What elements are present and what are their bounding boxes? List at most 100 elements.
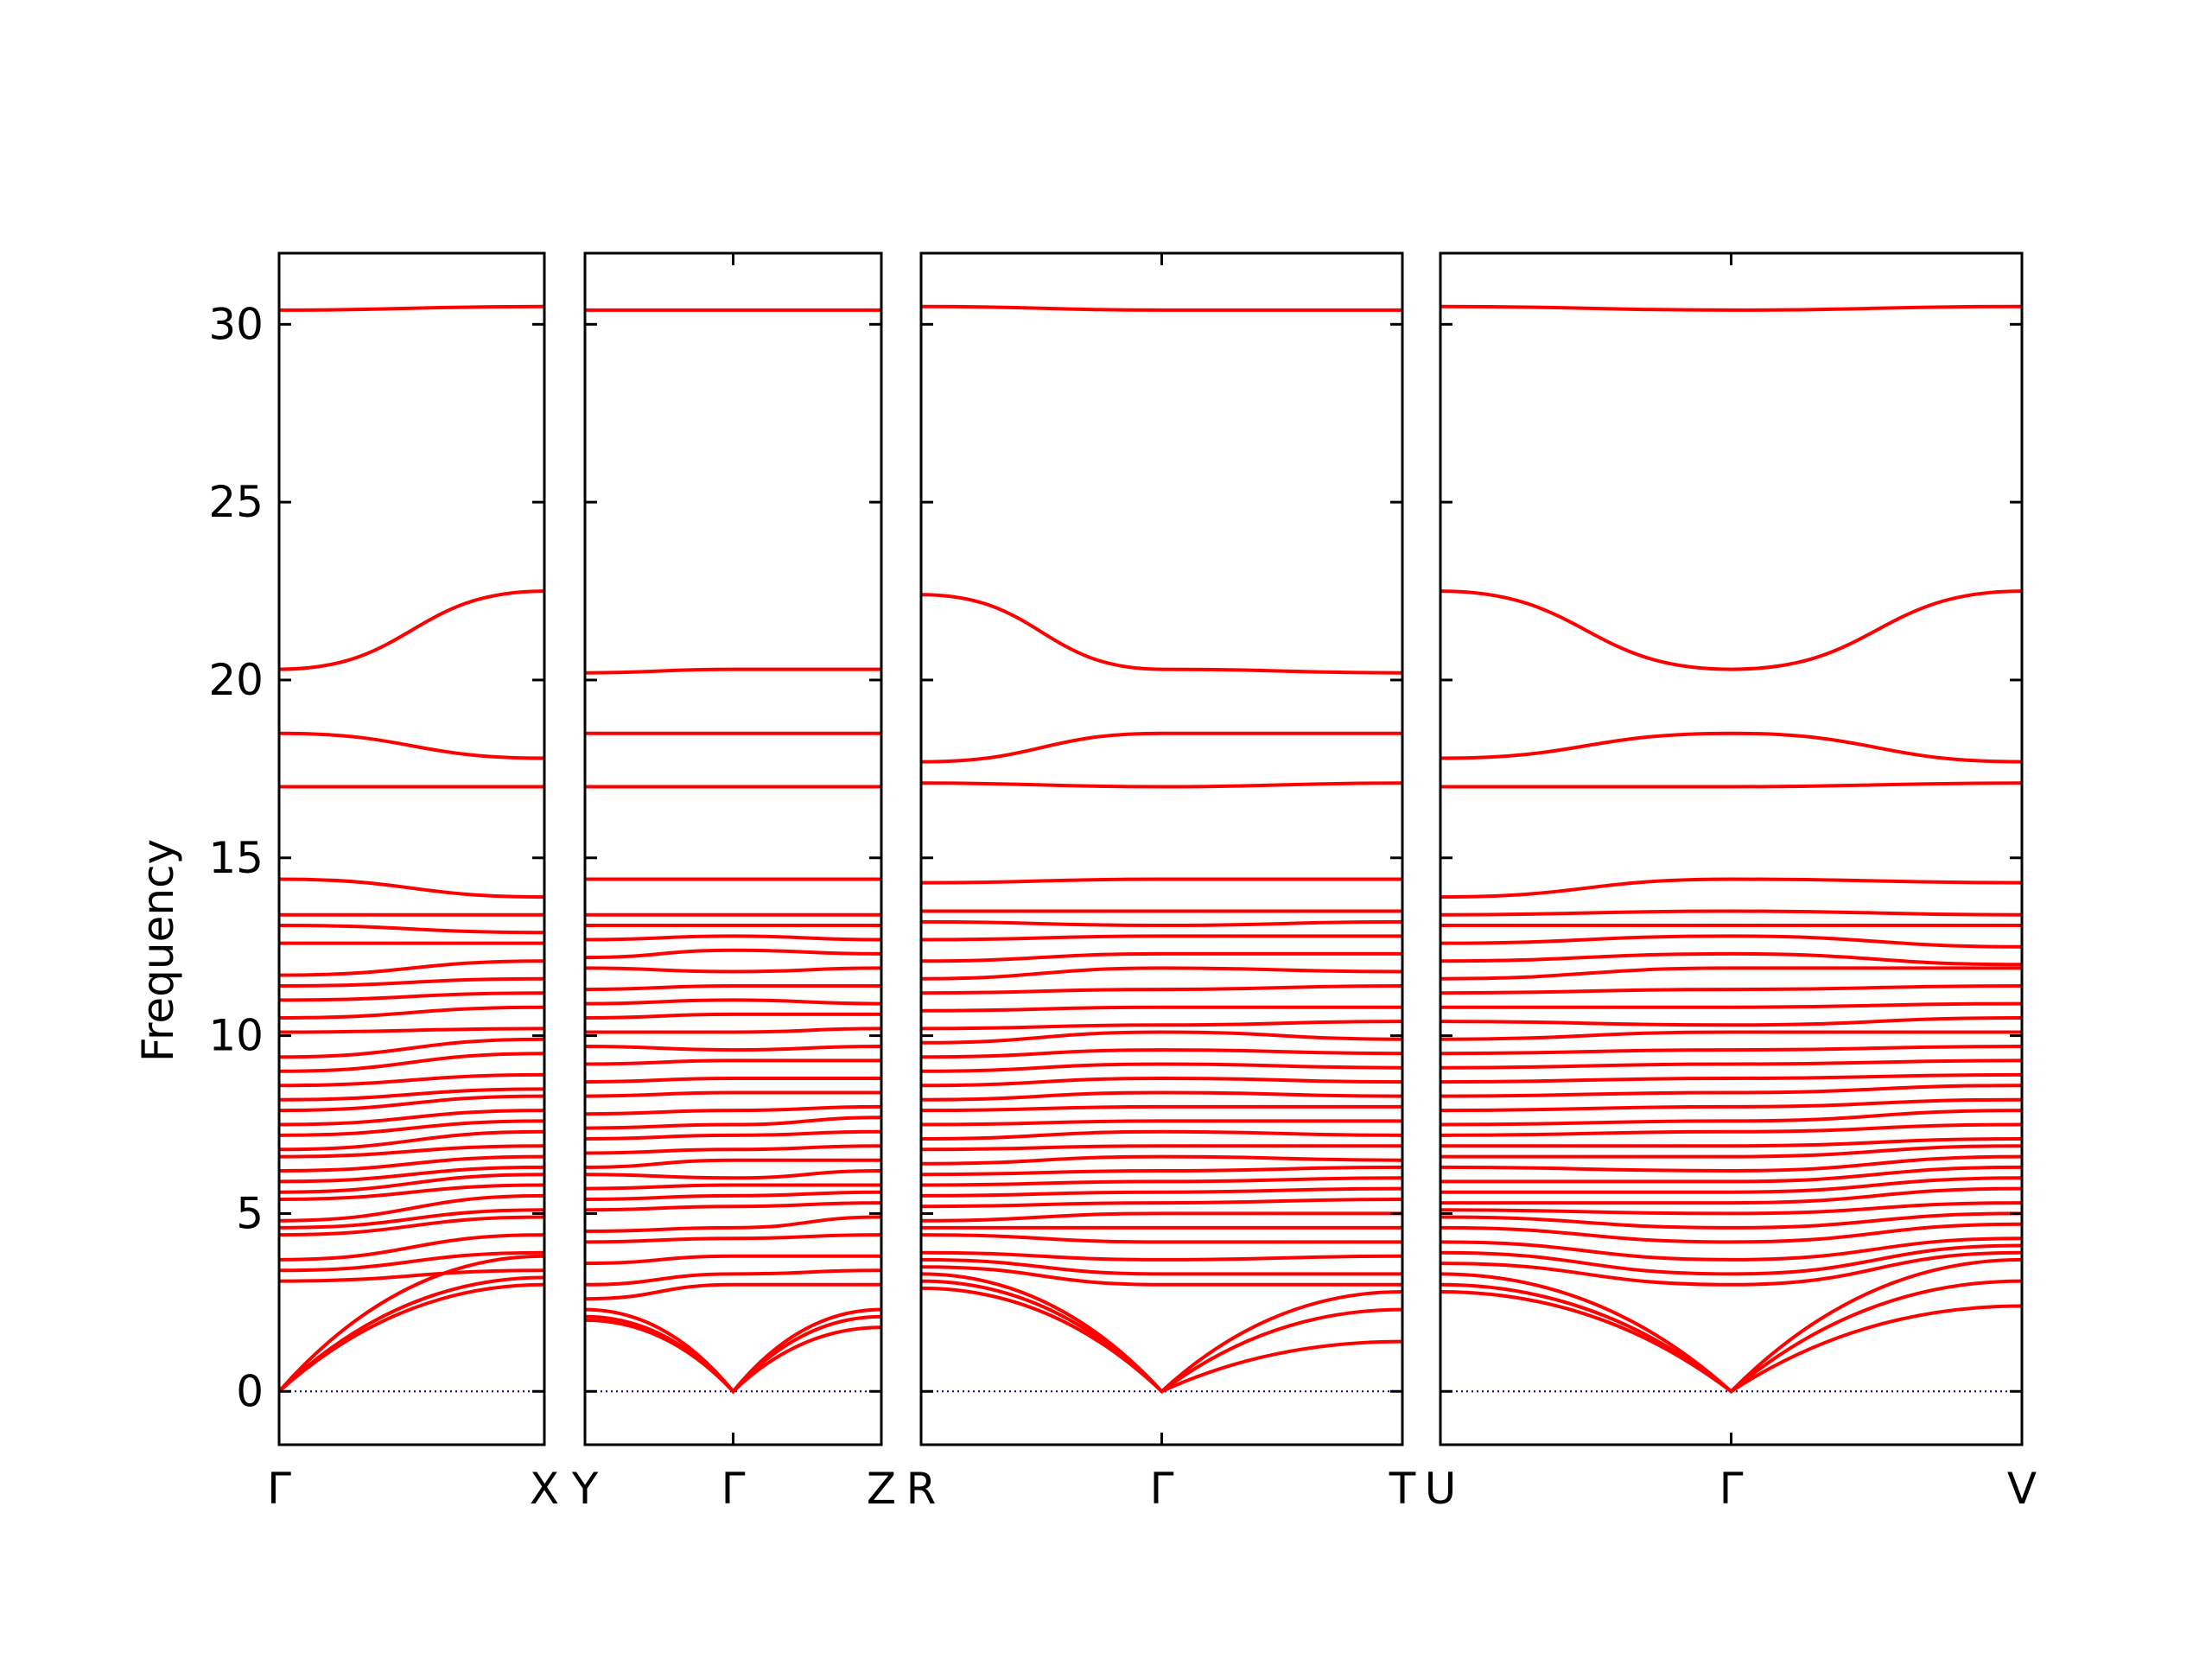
band-line bbox=[279, 1037, 544, 1059]
band-line bbox=[921, 781, 1402, 789]
band-line bbox=[585, 1233, 881, 1244]
band-line bbox=[1440, 1084, 2022, 1098]
band-line bbox=[1440, 1045, 2022, 1056]
band-line bbox=[1440, 1154, 2022, 1173]
band-line bbox=[921, 1144, 1402, 1152]
band-line bbox=[279, 877, 544, 899]
band-line bbox=[1440, 304, 2022, 312]
band-line bbox=[585, 983, 881, 992]
band-line bbox=[1440, 1250, 2022, 1287]
band-line bbox=[1440, 951, 2022, 967]
y-tick-label: 20 bbox=[208, 655, 264, 705]
band-line bbox=[921, 1129, 1402, 1141]
band-line bbox=[279, 959, 544, 977]
band-line bbox=[921, 1250, 1402, 1262]
band-line bbox=[921, 1186, 1402, 1198]
band-line bbox=[1440, 1058, 2022, 1070]
band-line bbox=[921, 984, 1402, 995]
band-line bbox=[279, 1129, 544, 1152]
band-line bbox=[1440, 1016, 2022, 1027]
y-tick-label: 30 bbox=[208, 299, 264, 349]
y-axis-label: Frequency bbox=[133, 839, 183, 1062]
band-line bbox=[1440, 1279, 2022, 1394]
band-group bbox=[1440, 304, 2022, 1395]
band-line bbox=[1440, 1257, 2022, 1395]
y-tick-label: 0 bbox=[236, 1366, 264, 1416]
band-line bbox=[279, 1154, 544, 1173]
x-tick-label: Γ bbox=[1150, 1464, 1174, 1514]
band-group bbox=[279, 304, 544, 1393]
band-line bbox=[585, 1282, 881, 1301]
band-line bbox=[279, 1109, 544, 1127]
band-line bbox=[279, 991, 544, 1002]
band-line bbox=[279, 1119, 544, 1137]
band-line bbox=[1440, 1001, 2022, 1009]
band-line bbox=[1440, 1137, 2022, 1148]
band-line bbox=[1440, 1222, 2022, 1244]
band-line bbox=[585, 1190, 881, 1201]
x-tick-label: T bbox=[1389, 1464, 1416, 1514]
band-line bbox=[279, 1072, 544, 1088]
band-line bbox=[1440, 1097, 2022, 1113]
band-line bbox=[921, 593, 1402, 675]
band-line bbox=[279, 1005, 544, 1020]
band-line bbox=[1440, 1186, 2022, 1205]
band-line bbox=[1440, 731, 2022, 764]
band-line bbox=[1440, 934, 2022, 949]
x-tick-label: U bbox=[1425, 1464, 1457, 1514]
band-line bbox=[279, 1173, 544, 1194]
band-line bbox=[279, 1282, 544, 1393]
band-line bbox=[279, 1254, 544, 1393]
band-line bbox=[921, 1265, 1402, 1287]
band-line bbox=[1440, 984, 2022, 995]
band-line bbox=[279, 1165, 544, 1184]
band-line bbox=[921, 1048, 1402, 1059]
band-line bbox=[921, 1154, 1402, 1166]
band-line bbox=[585, 1116, 881, 1130]
band-line bbox=[1440, 781, 2022, 789]
band-line bbox=[279, 304, 544, 312]
panel-frame bbox=[583, 251, 883, 1446]
band-line bbox=[921, 1211, 1402, 1223]
band-line bbox=[1440, 1176, 2022, 1194]
band-line bbox=[921, 1165, 1402, 1177]
band-line bbox=[279, 1275, 544, 1393]
band-line bbox=[585, 1268, 881, 1287]
band-line bbox=[921, 731, 1402, 764]
band-line bbox=[921, 966, 1402, 981]
band-line bbox=[585, 998, 881, 1006]
band-line bbox=[279, 1052, 544, 1073]
band-line bbox=[585, 1307, 881, 1395]
band-group bbox=[921, 304, 1402, 1395]
band-line bbox=[585, 1058, 881, 1066]
band-line bbox=[585, 1012, 881, 1020]
y-tick-label: 25 bbox=[208, 477, 264, 527]
band-line bbox=[279, 1144, 544, 1159]
band-line bbox=[921, 304, 1402, 312]
band-line bbox=[1440, 909, 2022, 917]
band-line bbox=[921, 919, 1402, 928]
band-line bbox=[279, 1027, 544, 1034]
x-tick-label: X bbox=[530, 1464, 559, 1514]
band-line bbox=[279, 1087, 544, 1102]
band-line bbox=[1440, 1109, 2022, 1127]
band-line bbox=[1440, 877, 2022, 899]
x-tick-label: Γ bbox=[1719, 1464, 1744, 1514]
x-tick-label: V bbox=[2007, 1464, 2037, 1514]
band-line bbox=[585, 667, 881, 675]
band-line bbox=[279, 976, 544, 988]
band-line bbox=[585, 1104, 881, 1116]
band-line bbox=[921, 1233, 1402, 1244]
band-line bbox=[921, 877, 1402, 885]
band-line bbox=[921, 1198, 1402, 1209]
x-tick-label: Z bbox=[867, 1464, 896, 1514]
band-line bbox=[1440, 1243, 2022, 1276]
x-tick-label: Γ bbox=[721, 1464, 746, 1514]
band-line bbox=[921, 1090, 1402, 1102]
